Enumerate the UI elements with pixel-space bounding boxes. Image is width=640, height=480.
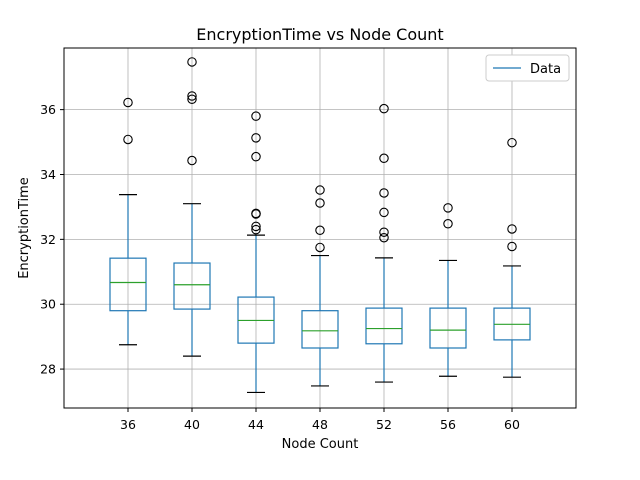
outlier-point <box>379 227 389 237</box>
outlier-point <box>251 224 261 235</box>
x-tick-label: 60 <box>504 417 520 432</box>
y-axis-ticks: 28 30 32 34 36 <box>40 102 64 377</box>
box-iqr <box>301 310 339 349</box>
outlier-point <box>507 241 517 252</box>
outlier-point <box>379 207 389 218</box>
outlier-point <box>251 208 261 219</box>
x-tick-label: 56 <box>440 417 456 432</box>
x-tick-label: 36 <box>120 417 136 432</box>
chart-title: EncryptionTime vs Node Count <box>196 25 443 44</box>
outlier-point <box>251 111 261 121</box>
box-52 <box>365 103 403 383</box>
box-series <box>109 57 531 394</box>
outlier-point <box>251 151 261 162</box>
outlier-point <box>379 188 389 198</box>
legend: Data <box>485 54 570 82</box>
y-tick-label: 30 <box>40 297 56 312</box>
x-tick-label: 48 <box>312 417 328 432</box>
outlier-point <box>315 242 325 253</box>
outlier-point <box>251 221 261 232</box>
y-tick-label: 28 <box>40 362 56 377</box>
box-iqr <box>429 307 467 349</box>
box-iqr <box>365 307 403 345</box>
outlier-point <box>315 225 325 236</box>
y-tick-label: 34 <box>40 167 56 182</box>
outlier-point <box>379 103 389 114</box>
outlier-point <box>379 232 389 243</box>
box-iqr <box>173 262 211 310</box>
outlier-point <box>187 94 197 104</box>
x-tick-label: 44 <box>248 417 264 432</box>
x-axis-ticks: 36 40 44 48 52 56 60 <box>120 408 520 432</box>
outlier-point <box>251 133 261 143</box>
box-48 <box>301 185 339 387</box>
outlier-point <box>379 153 389 164</box>
outlier-point <box>187 155 197 166</box>
box-44 <box>237 111 275 394</box>
outlier-point <box>123 97 133 108</box>
box-60 <box>493 137 531 378</box>
box-56 <box>429 203 467 377</box>
outlier-point <box>123 134 133 145</box>
outlier-point <box>443 203 453 213</box>
box-40 <box>173 57 211 357</box>
x-tick-label: 40 <box>184 417 200 432</box>
box-36 <box>109 97 147 346</box>
box-iqr <box>109 257 147 312</box>
legend-label: Data <box>530 62 561 77</box>
y-tick-label: 36 <box>40 102 56 117</box>
x-axis-label: Node Count <box>282 437 359 452</box>
outlier-point <box>315 185 325 195</box>
x-tick-label: 52 <box>376 417 392 432</box>
outlier-point <box>443 219 453 229</box>
y-tick-label: 32 <box>40 232 56 247</box>
outlier-point <box>507 224 517 234</box>
outlier-point <box>187 57 197 67</box>
outlier-point <box>187 91 197 101</box>
outlier-point <box>315 198 325 208</box>
y-axis-label: EncryptionTime <box>17 177 32 279</box>
legend-box <box>485 54 570 82</box>
outlier-point <box>507 137 517 148</box>
